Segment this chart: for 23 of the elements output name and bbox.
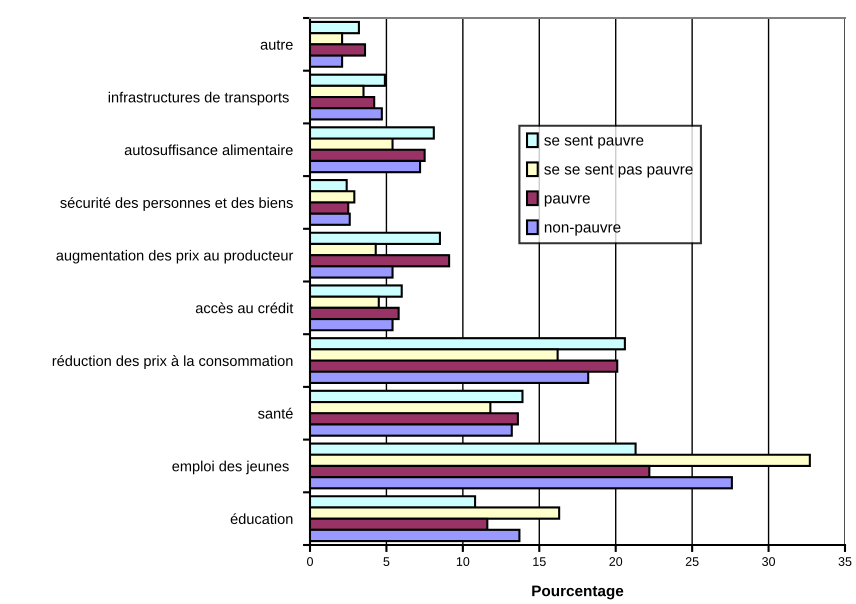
y-tick-label: infrastructures de transports [108,92,289,106]
x-tick-label: 0 [307,557,313,566]
x-axis-title: Pourcentage [532,586,624,600]
legend-label: pauvre [544,195,590,207]
x-tick-label: 25 [686,557,699,566]
x-tick-label: 15 [533,557,546,566]
legend-label: se sent pauvre [544,136,644,149]
y-tick-label: éducation [230,513,292,524]
y-tick-label: réduction des prix à la consommation [52,355,292,369]
x-tick-label: 35 [838,557,852,566]
y-tick-label: accès au crédit [196,302,294,314]
y-tick-label: emploi des jeunes [172,460,289,474]
x-tick-label: 10 [456,557,470,566]
y-tick-label: sécurité des personnes et des biens [60,197,293,211]
x-tick-label: 5 [383,557,390,566]
y-tick-label: autre [260,40,293,50]
legend-label: non-pauvre [544,224,620,236]
y-tick-label: autosuffisance alimentaire [124,144,293,156]
x-tick-label: 30 [762,557,776,566]
x-tick-label: 20 [609,557,622,566]
y-tick-label: augmentation des prix au producteur [56,250,294,264]
y-tick-label: santé [258,408,293,419]
legend-label: se se sent pas pauvre [544,164,693,178]
